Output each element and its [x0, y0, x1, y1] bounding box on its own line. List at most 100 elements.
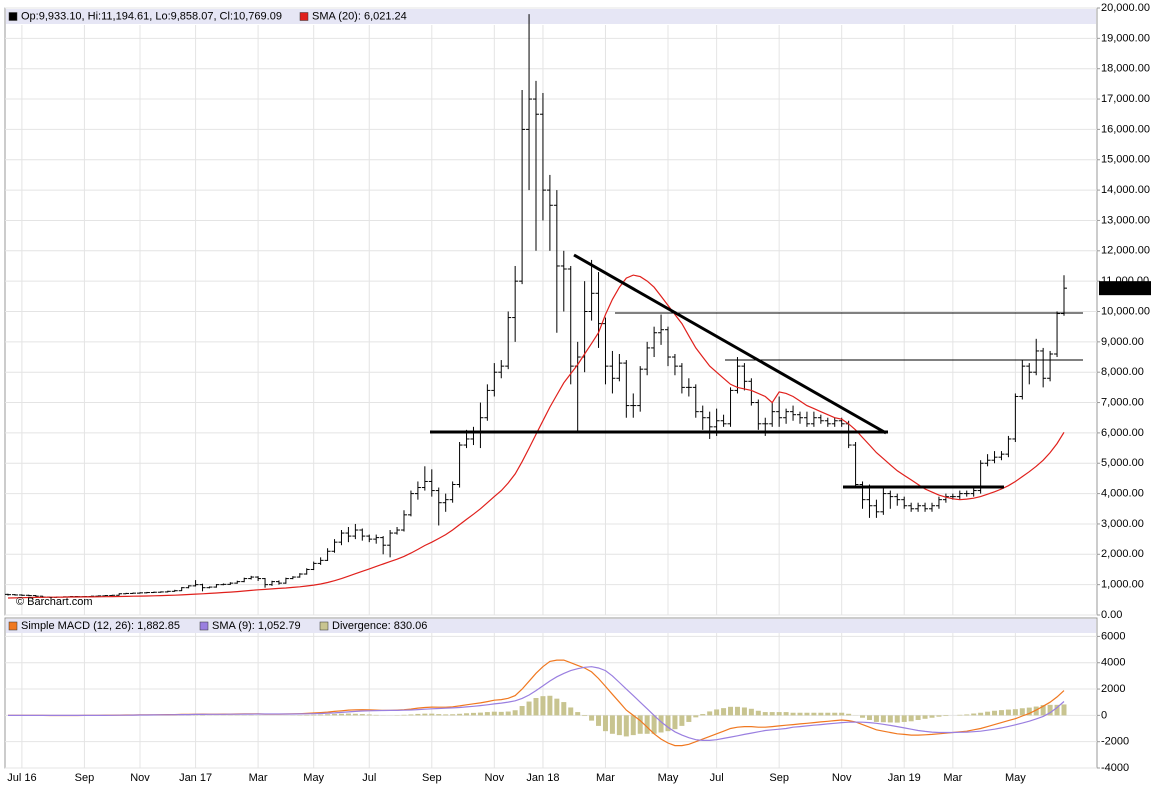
- ohlc-bar: [588, 259, 595, 321]
- divergence-bar: [332, 713, 338, 716]
- y-tick-label: 13,000.00: [1101, 214, 1150, 226]
- divergence-bar: [714, 709, 720, 716]
- divergence-bar: [741, 707, 747, 716]
- x-tick-label: May: [658, 772, 679, 784]
- ohlc-bar: [241, 577, 248, 583]
- ohlc-bar: [873, 499, 880, 518]
- divergence-bar: [602, 715, 608, 732]
- x-tick-label: Jan 19: [888, 772, 921, 784]
- y-tick-label: 0.00: [1101, 609, 1122, 621]
- divergence-bar: [623, 715, 629, 737]
- divergence-bar: [901, 715, 907, 722]
- legend-swatch: [8, 621, 18, 631]
- x-tick-label: Sep: [769, 772, 789, 784]
- divergence-bar: [908, 715, 914, 722]
- ohlc-bar: [303, 568, 310, 575]
- ohlc-bar: [970, 487, 977, 497]
- divergence-bar: [964, 714, 970, 716]
- x-tick-label: Mar: [596, 772, 615, 784]
- ohlc-bar: [394, 526, 401, 535]
- divergence-bar: [540, 696, 546, 716]
- y-tick-label: 10,000.00: [1101, 305, 1150, 317]
- legend-swatch: [319, 621, 329, 631]
- divergence-bar: [686, 715, 692, 722]
- x-tick-label: May: [303, 772, 324, 784]
- divergence-bar: [1026, 707, 1032, 716]
- ohlc-bar: [407, 490, 414, 517]
- divergence-bar: [325, 714, 331, 716]
- ohlc-bar: [498, 360, 505, 379]
- divergence-bar: [318, 714, 324, 716]
- divergence-bar: [630, 715, 636, 736]
- ohlc-bar: [935, 496, 942, 509]
- ohlc-bar: [630, 393, 637, 418]
- ohlc-bar: [421, 466, 428, 491]
- ohlc-bar: [602, 317, 609, 385]
- ohlc-bar: [324, 548, 331, 561]
- divergence-bar: [401, 714, 407, 716]
- ohlc-bar: [852, 442, 859, 488]
- divergence-bar: [589, 715, 595, 721]
- ohlc-bar: [428, 469, 435, 497]
- divergence-bar: [894, 715, 900, 723]
- ohlc-bar: [1047, 350, 1054, 382]
- divergence-bar: [345, 713, 351, 716]
- ohlc-bar: [199, 583, 206, 592]
- y-tick-label: 20,000.00: [1101, 2, 1150, 14]
- x-tick-label: Sep: [422, 772, 442, 784]
- y-tick-label: 4,000.00: [1101, 488, 1144, 500]
- divergence-bar: [415, 713, 421, 716]
- divergence-bar: [818, 712, 824, 716]
- ohlc-bar: [984, 454, 991, 467]
- ohlc-bar: [699, 405, 706, 430]
- divergence-bar: [575, 712, 581, 716]
- divergence-bar: [922, 715, 928, 719]
- ohlc-bar: [414, 481, 421, 500]
- ohlc-bar: [929, 502, 935, 512]
- ohlc-bar: [338, 530, 345, 546]
- ohlc-bar: [387, 530, 394, 558]
- ohlc-bar: [533, 80, 539, 251]
- ohlc-bar: [213, 584, 220, 588]
- legend-swatch: [8, 12, 18, 21]
- divergence-bar: [422, 713, 428, 716]
- ohlc-bar: [526, 14, 533, 191]
- divergence-bar: [658, 715, 664, 733]
- divergence-bar: [1005, 709, 1011, 716]
- labels: Jul 16 Sep Nov Jan 17 Mar May Jul Sep Nov Jan 18 M…: [7, 2, 1151, 784]
- ohlc-bar: [449, 481, 456, 503]
- ohlc-bar: [18, 594, 25, 596]
- divergence-bar: [790, 712, 796, 716]
- ohlc-bar: [171, 589, 178, 592]
- divergence-bar: [443, 714, 449, 716]
- ohlc-bar: [352, 523, 359, 540]
- ohlc-bar: [1061, 275, 1067, 316]
- y-tick-label: 19,000.00: [1101, 32, 1150, 44]
- ohlc-bar: [685, 378, 692, 397]
- macd-line: [8, 666, 1065, 741]
- ohlc-bar: [296, 573, 303, 578]
- divergence-bar: [352, 713, 358, 716]
- divergence-bar: [707, 711, 713, 716]
- divergence-bar: [616, 715, 622, 736]
- y-tick-label: 9,000.00: [1101, 336, 1144, 348]
- ohlc-bar: [692, 384, 699, 418]
- divergence-bar: [776, 712, 782, 716]
- ohlc-bar: [651, 326, 658, 358]
- ohlc-bar: [963, 490, 970, 497]
- ohlc-bar: [185, 585, 192, 589]
- ohlc-bar: [150, 591, 157, 594]
- ohlc-bar: [137, 592, 143, 594]
- ohlc-bar: [5, 593, 11, 596]
- ohlc-bar: [942, 493, 949, 503]
- ohlc-bar: [922, 502, 929, 512]
- legend-swatch: [299, 12, 309, 21]
- divergence-bar: [825, 712, 831, 716]
- divergence-bar: [839, 712, 845, 716]
- ohlc-bar: [901, 496, 908, 509]
- marks: [5, 14, 1067, 747]
- ohlc-bar: [769, 402, 776, 427]
- grid: [5, 7, 1100, 769]
- ohlc-bar: [831, 417, 838, 427]
